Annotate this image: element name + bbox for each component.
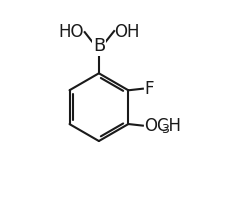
Text: HO: HO bbox=[58, 23, 83, 41]
Text: F: F bbox=[144, 80, 154, 98]
Text: OH: OH bbox=[114, 23, 140, 41]
Text: B: B bbox=[93, 37, 105, 55]
Text: 3: 3 bbox=[161, 123, 169, 136]
Text: OCH: OCH bbox=[144, 117, 181, 135]
